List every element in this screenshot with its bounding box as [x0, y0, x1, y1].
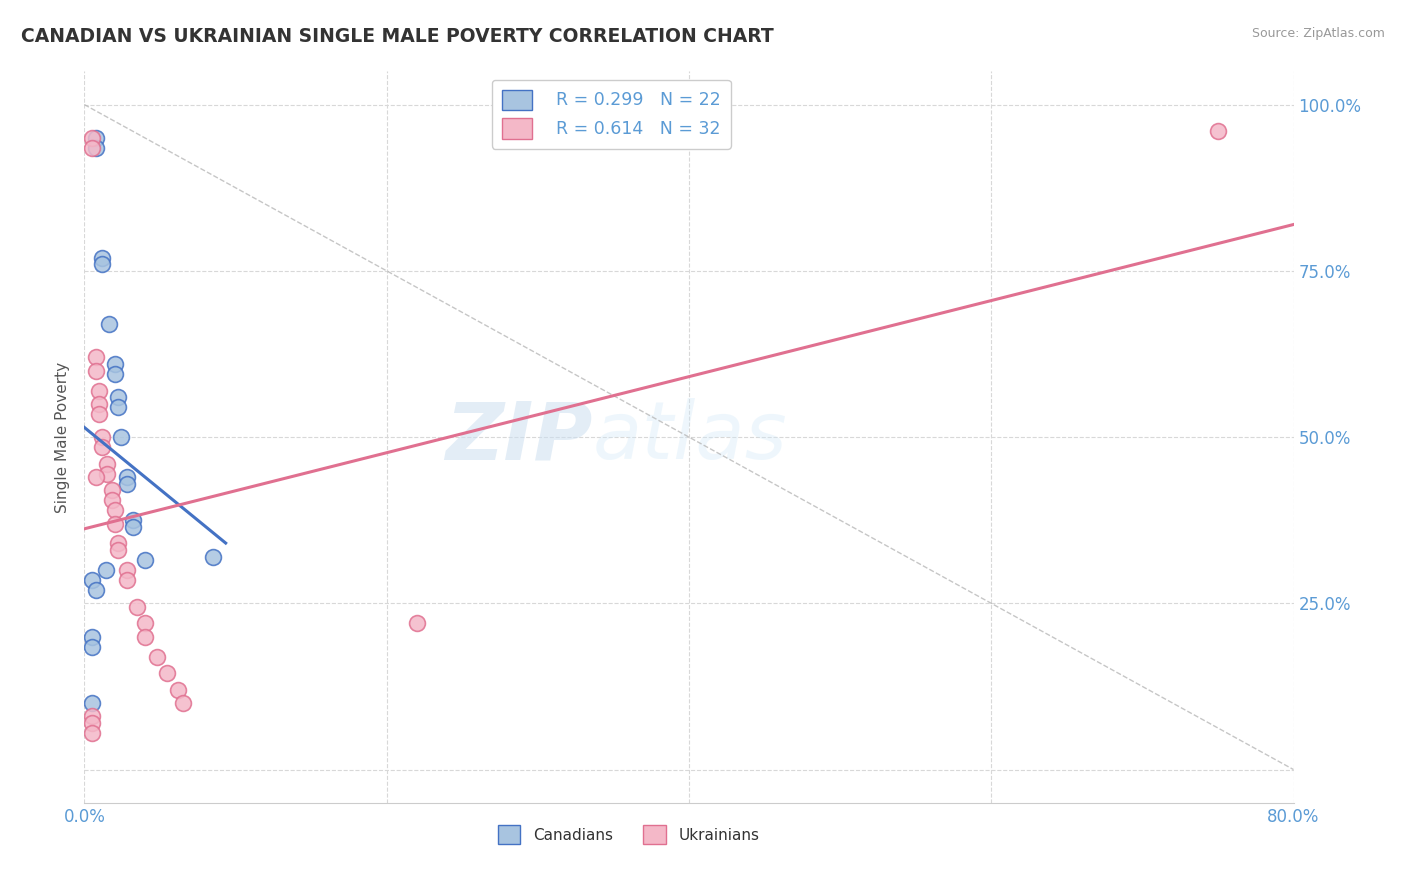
Point	[115, 470, 138, 484]
Point	[97, 317, 120, 331]
Text: ZIP: ZIP	[444, 398, 592, 476]
Point	[94, 563, 117, 577]
Point	[80, 716, 103, 731]
Text: CANADIAN VS UKRAINIAN SINGLE MALE POVERTY CORRELATION CHART: CANADIAN VS UKRAINIAN SINGLE MALE POVERT…	[21, 27, 773, 45]
Point	[146, 649, 169, 664]
Point	[80, 726, 103, 740]
Point	[91, 251, 114, 265]
Point	[80, 141, 103, 155]
Point	[86, 131, 108, 145]
Point	[134, 553, 156, 567]
Point	[127, 599, 149, 614]
Point	[96, 467, 118, 481]
Point	[115, 563, 138, 577]
Point	[121, 513, 143, 527]
Text: atlas: atlas	[592, 398, 787, 476]
Point	[91, 430, 114, 444]
Point	[80, 696, 103, 710]
Point	[80, 573, 103, 587]
Point	[134, 616, 156, 631]
Point	[96, 457, 118, 471]
Point	[86, 351, 108, 365]
Point	[107, 536, 129, 550]
Point	[86, 470, 108, 484]
Point	[115, 573, 138, 587]
Point	[89, 407, 111, 421]
Point	[104, 503, 127, 517]
Text: Source: ZipAtlas.com: Source: ZipAtlas.com	[1251, 27, 1385, 40]
Point	[89, 384, 111, 398]
Point	[89, 397, 111, 411]
Point	[1206, 124, 1229, 138]
Point	[107, 543, 129, 558]
Point	[104, 516, 127, 531]
Point	[167, 682, 190, 697]
Point	[80, 131, 103, 145]
Point	[134, 630, 156, 644]
Point	[110, 430, 132, 444]
Point	[80, 709, 103, 723]
Point	[201, 549, 224, 564]
Point	[80, 640, 103, 654]
Point	[107, 390, 129, 404]
Point	[91, 257, 114, 271]
Point	[100, 493, 122, 508]
Point	[86, 363, 108, 377]
Legend: Canadians, Ukrainians: Canadians, Ukrainians	[492, 819, 765, 850]
Point	[115, 476, 138, 491]
Point	[104, 367, 127, 381]
Point	[121, 520, 143, 534]
Point	[172, 696, 194, 710]
Point	[86, 141, 108, 155]
Point	[80, 630, 103, 644]
Point	[86, 582, 108, 597]
Point	[156, 666, 179, 681]
Point	[406, 616, 429, 631]
Point	[104, 357, 127, 371]
Y-axis label: Single Male Poverty: Single Male Poverty	[55, 361, 70, 513]
Point	[107, 400, 129, 414]
Point	[100, 483, 122, 498]
Point	[91, 440, 114, 454]
